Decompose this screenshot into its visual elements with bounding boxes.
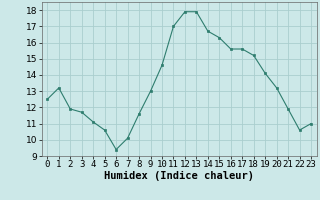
X-axis label: Humidex (Indice chaleur): Humidex (Indice chaleur)	[104, 171, 254, 181]
